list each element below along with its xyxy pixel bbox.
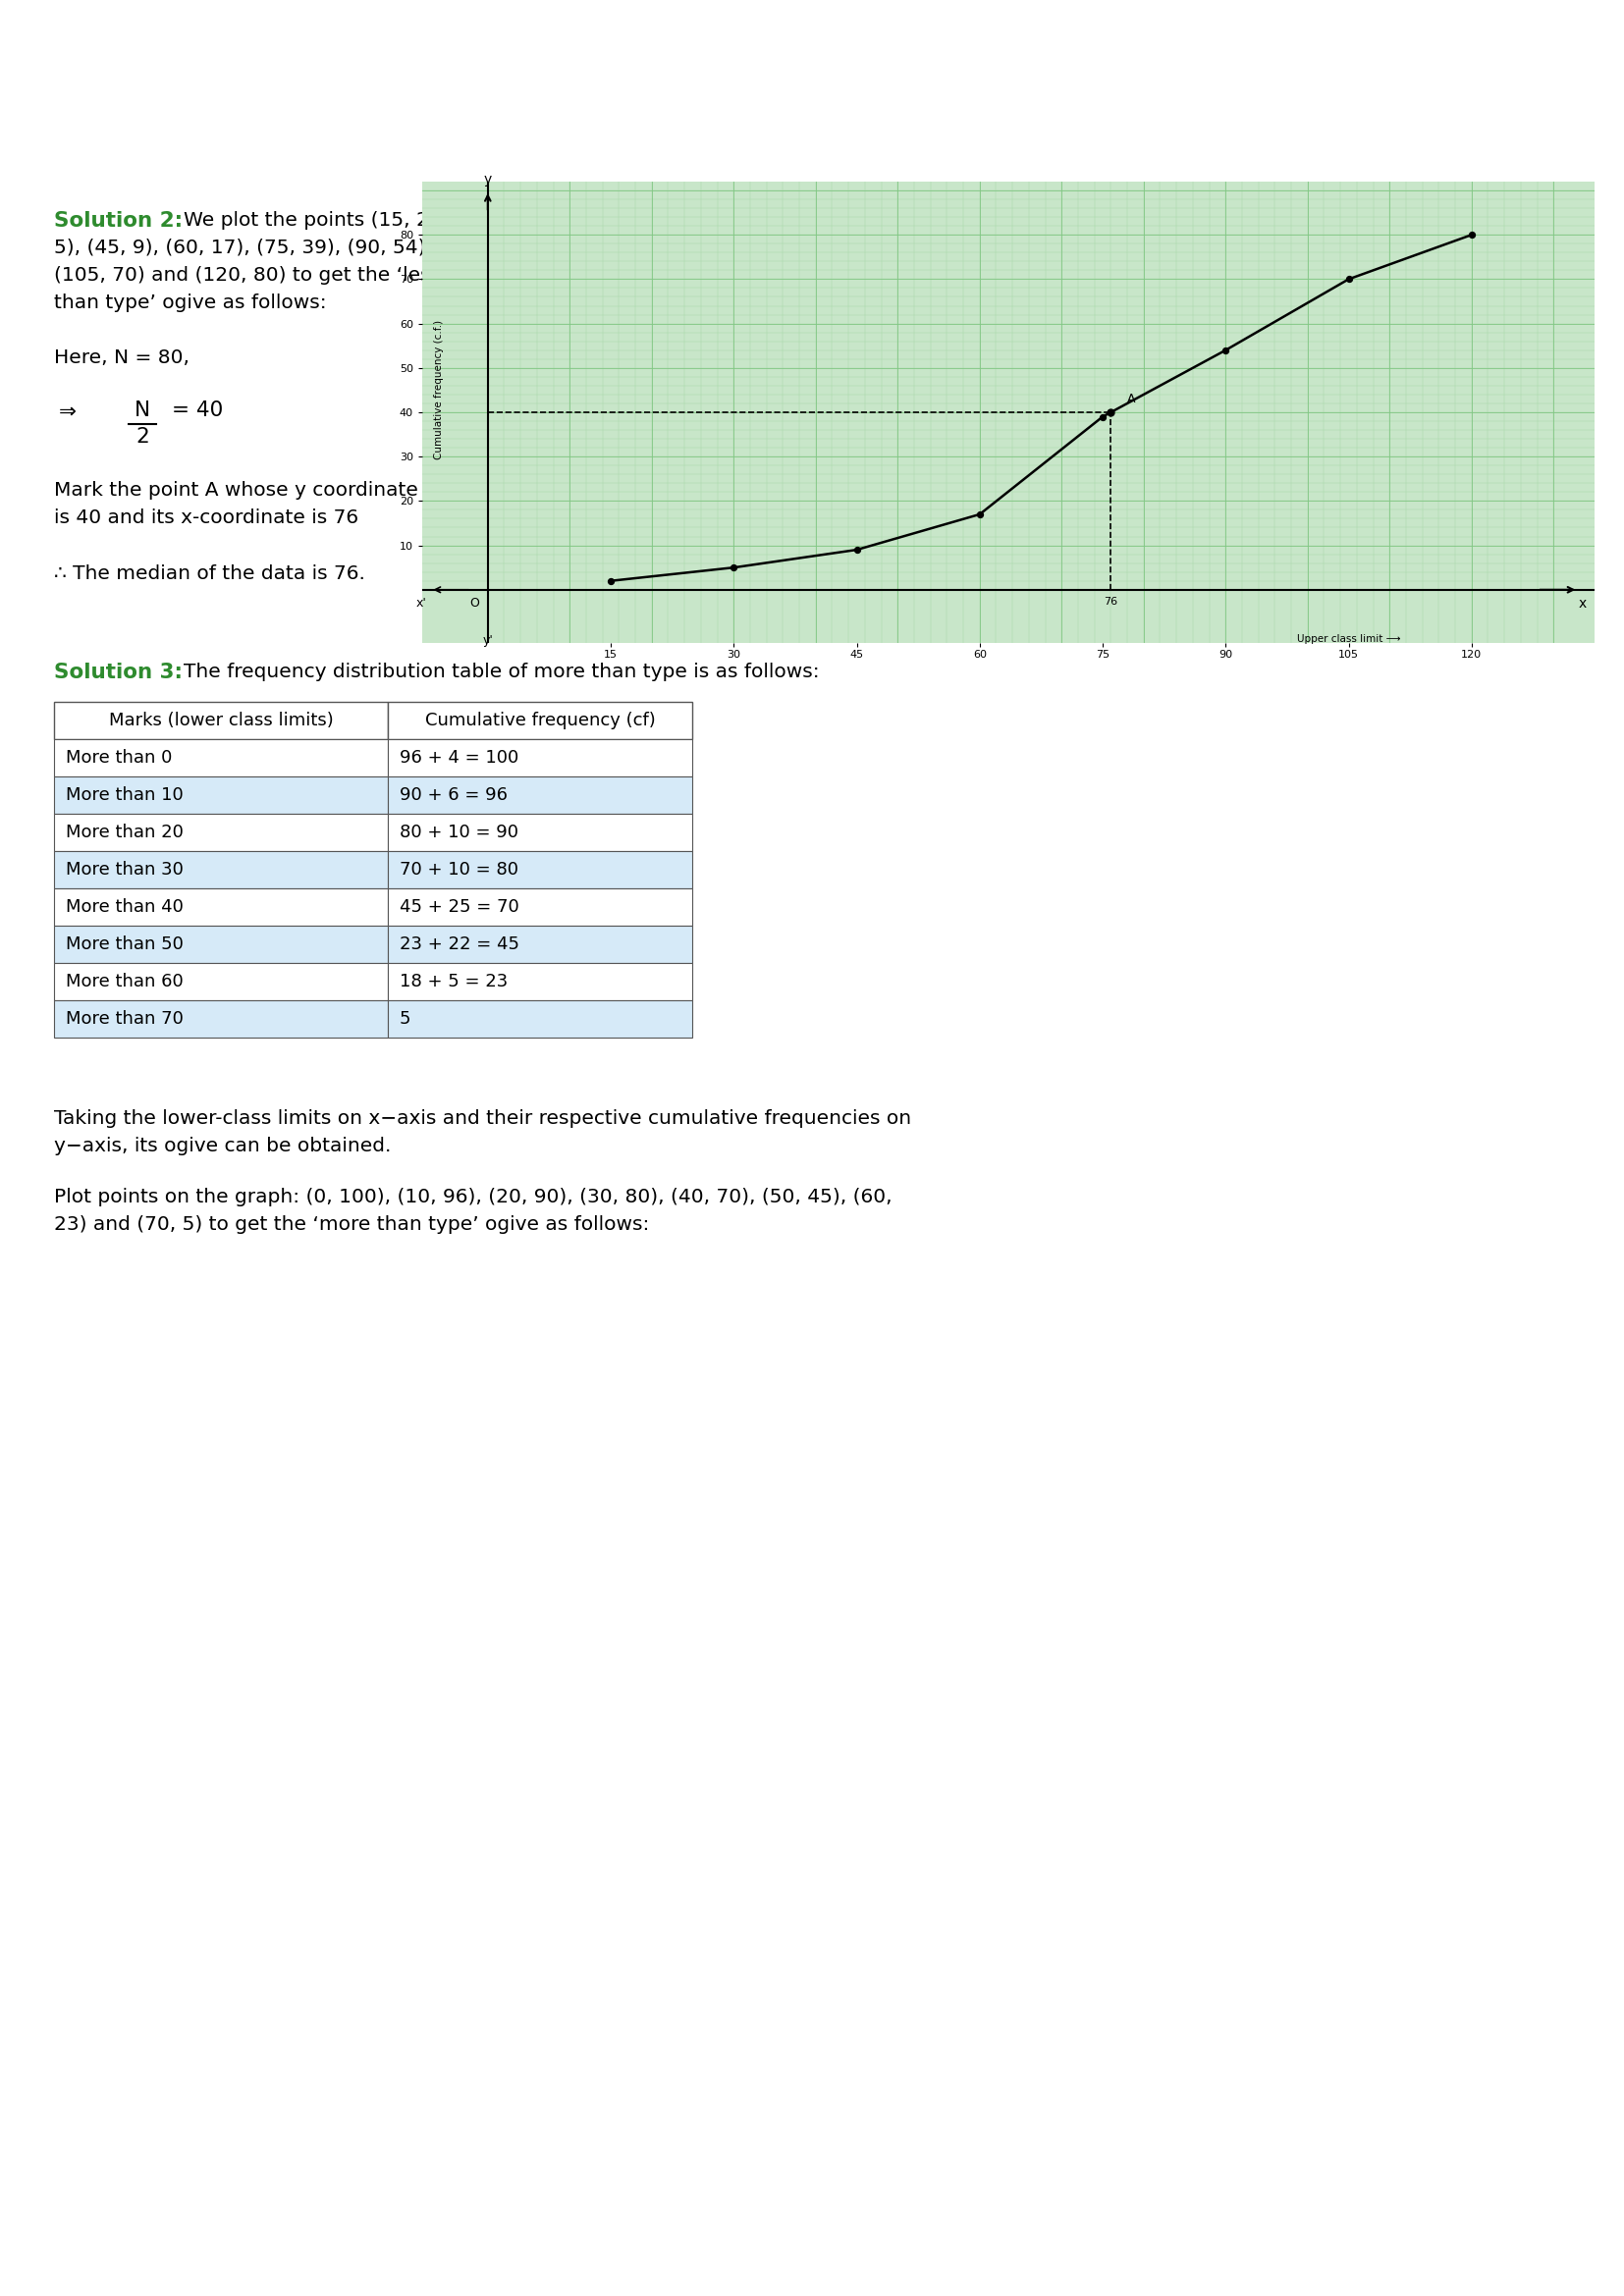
Text: Study: Study bbox=[70, 108, 107, 122]
Text: Mark the point A whose y coordinate: Mark the point A whose y coordinate bbox=[54, 480, 417, 501]
Text: x: x bbox=[1579, 597, 1587, 611]
Point bbox=[1090, 397, 1116, 434]
Text: RS Aggarwal Solutions: RS Aggarwal Solutions bbox=[762, 71, 1057, 94]
Text: More than 50: More than 50 bbox=[67, 934, 184, 953]
Text: More than 30: More than 30 bbox=[67, 861, 184, 879]
Text: y': y' bbox=[482, 634, 494, 647]
Text: •: • bbox=[84, 64, 102, 92]
Bar bbox=[388, 889, 692, 925]
Text: 70 + 10 = 80: 70 + 10 = 80 bbox=[400, 861, 518, 879]
Text: y: y bbox=[484, 172, 492, 186]
Text: Path: Path bbox=[88, 124, 115, 135]
Point bbox=[1213, 333, 1239, 370]
Text: 76: 76 bbox=[1104, 597, 1117, 606]
Text: (105, 70) and (120, 80) to get the ‘less: (105, 70) and (120, 80) to get the ‘less bbox=[54, 266, 442, 285]
Text: More than 0: More than 0 bbox=[67, 748, 172, 767]
Text: Plot points on the graph: (0, 100), (10, 96), (20, 90), (30, 80), (40, 70), (50,: Plot points on the graph: (0, 100), (10,… bbox=[54, 1187, 892, 1205]
Text: ∴ The median of the data is 76.: ∴ The median of the data is 76. bbox=[54, 565, 365, 583]
Text: Chapter 18: Mean, Median, Mode of Grouped Data, CF Graph & Ogive: Chapter 18: Mean, Median, Mode of Groupe… bbox=[591, 133, 1228, 149]
Point bbox=[598, 563, 624, 599]
Text: We plot the points (15, 2), (30,: We plot the points (15, 2), (30, bbox=[184, 211, 489, 230]
Text: O: O bbox=[469, 597, 479, 608]
Bar bbox=[388, 962, 692, 1001]
Bar bbox=[54, 703, 388, 739]
Text: y−axis, its ogive can be obtained.: y−axis, its ogive can be obtained. bbox=[54, 1137, 391, 1155]
Point bbox=[1098, 395, 1124, 432]
Text: 5: 5 bbox=[400, 1010, 411, 1029]
Text: A: A bbox=[1127, 393, 1135, 406]
Text: Marks (lower class limits): Marks (lower class limits) bbox=[109, 712, 333, 730]
Text: The frequency distribution table of more than type is as follows:: The frequency distribution table of more… bbox=[184, 664, 820, 682]
Text: Upper class limit ⟶: Upper class limit ⟶ bbox=[1298, 634, 1400, 643]
Text: Here, N = 80,: Here, N = 80, bbox=[54, 349, 190, 367]
Text: N: N bbox=[135, 400, 151, 420]
Text: More than 60: More than 60 bbox=[67, 974, 184, 990]
Text: Solution 3:: Solution 3: bbox=[54, 664, 182, 682]
Text: 2: 2 bbox=[136, 427, 149, 448]
Bar bbox=[388, 925, 692, 962]
Text: 18 + 5 = 23: 18 + 5 = 23 bbox=[400, 974, 508, 990]
Point bbox=[844, 530, 870, 567]
Bar bbox=[54, 925, 388, 962]
Text: 80 + 10 = 90: 80 + 10 = 90 bbox=[400, 824, 518, 840]
Bar bbox=[388, 703, 692, 739]
Text: 23 + 22 = 45: 23 + 22 = 45 bbox=[400, 934, 520, 953]
Bar bbox=[54, 889, 388, 925]
Text: More than 70: More than 70 bbox=[67, 1010, 184, 1029]
Text: ⇒: ⇒ bbox=[58, 402, 76, 422]
Bar bbox=[54, 852, 388, 889]
Text: 45 + 25 = 70: 45 + 25 = 70 bbox=[400, 898, 520, 916]
Text: than type’ ogive as follows:: than type’ ogive as follows: bbox=[54, 294, 326, 312]
Point bbox=[966, 496, 992, 533]
Text: = 40: = 40 bbox=[172, 400, 222, 420]
Point bbox=[721, 549, 747, 585]
Text: 90 + 6 = 96: 90 + 6 = 96 bbox=[400, 785, 508, 804]
Bar bbox=[388, 1001, 692, 1038]
Text: Solution 2:: Solution 2: bbox=[54, 211, 184, 230]
Text: More than 40: More than 40 bbox=[67, 898, 184, 916]
Text: 96 + 4 = 100: 96 + 4 = 100 bbox=[400, 748, 518, 767]
Text: x': x' bbox=[416, 597, 425, 608]
Text: 23) and (70, 5) to get the ‘more than type’ ogive as follows:: 23) and (70, 5) to get the ‘more than ty… bbox=[54, 1215, 650, 1233]
Point bbox=[1458, 216, 1484, 253]
Bar bbox=[54, 1001, 388, 1038]
Bar bbox=[388, 739, 692, 776]
Text: Page 2 of 11: Page 2 of 11 bbox=[757, 2255, 867, 2273]
Bar bbox=[54, 813, 388, 852]
Text: is 40 and its x-coordinate is 76: is 40 and its x-coordinate is 76 bbox=[54, 507, 359, 528]
Text: More than 10: More than 10 bbox=[67, 785, 184, 804]
Bar bbox=[54, 776, 388, 813]
Bar bbox=[388, 813, 692, 852]
Bar bbox=[54, 739, 388, 776]
Text: More than 20: More than 20 bbox=[67, 824, 184, 840]
Text: Taking the lower-class limits on x−axis and their respective cumulative frequenc: Taking the lower-class limits on x−axis … bbox=[54, 1109, 911, 1127]
Text: Cumulative frequency (cf): Cumulative frequency (cf) bbox=[425, 712, 654, 730]
Bar bbox=[388, 852, 692, 889]
Bar bbox=[388, 776, 692, 813]
Point bbox=[1335, 262, 1361, 298]
Text: 5), (45, 9), (60, 17), (75, 39), (90, 54),: 5), (45, 9), (60, 17), (75, 39), (90, 54… bbox=[54, 239, 432, 257]
Text: Class - 10: Class - 10 bbox=[843, 18, 976, 44]
Bar bbox=[54, 962, 388, 1001]
Text: Cumulative frequency (c.f.): Cumulative frequency (c.f.) bbox=[434, 321, 443, 459]
